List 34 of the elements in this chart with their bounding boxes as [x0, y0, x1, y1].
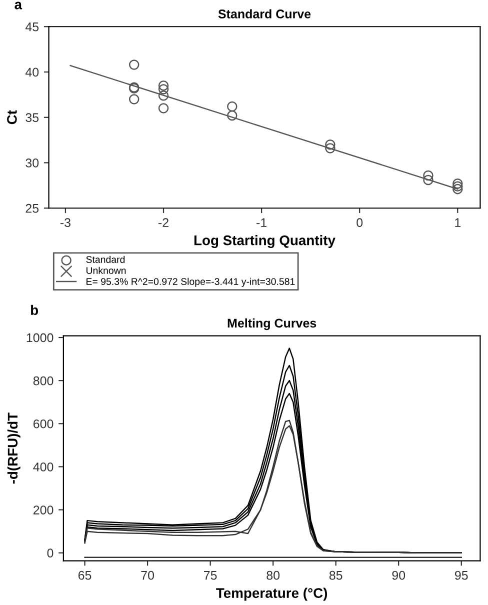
- y-axis-title: Ct: [7, 110, 17, 124]
- legend-label: Standard: [86, 256, 125, 263]
- y-tick-label: 45: [25, 22, 39, 32]
- y-tick-label: 800: [33, 376, 54, 386]
- y-tick-label: 200: [33, 506, 54, 514]
- y-tick-label: 600: [34, 419, 54, 428]
- x-tick-label: 1: [455, 218, 461, 227]
- x-axis-title: Temperature (°C): [216, 588, 328, 601]
- x-tick-label: -1: [256, 218, 266, 227]
- y-tick-label: 1000: [26, 333, 54, 342]
- x-tick-label: -2: [158, 218, 168, 227]
- text: b: [31, 304, 38, 316]
- x-tick-label: 0: [356, 218, 363, 228]
- x-tick-label: 65: [78, 570, 92, 580]
- x-tick-label: 95: [455, 570, 468, 580]
- legend-label: E= 95.3% R^2=0.972 Slope=-3.441 y-int=30.581: [86, 278, 295, 287]
- y-tick-label: 35: [26, 113, 39, 122]
- x-tick-label: 80: [266, 570, 280, 580]
- x-tick-label: -3: [60, 218, 70, 228]
- x-tick-label: 85: [329, 570, 342, 580]
- y-axis-title: -d(RFU)/dT: [7, 412, 20, 484]
- y-tick-label: 25: [26, 204, 39, 213]
- chart-title: Standard Curve: [218, 9, 311, 18]
- x-tick-label: 70: [141, 570, 154, 580]
- y-tick-label: 40: [25, 68, 39, 77]
- x-axis-title: Log Starting Quantity: [194, 235, 336, 248]
- y-tick-label: 30: [26, 158, 39, 168]
- legend-label: Unknown: [86, 266, 126, 274]
- chart-title: Melting Curves: [228, 318, 316, 330]
- text: a: [14, 2, 22, 10]
- y-tick-label: 0: [47, 548, 54, 558]
- x-tick-label: 75: [204, 571, 217, 580]
- y-tick-label: 400: [33, 462, 54, 472]
- x-tick-label: 90: [392, 570, 406, 580]
